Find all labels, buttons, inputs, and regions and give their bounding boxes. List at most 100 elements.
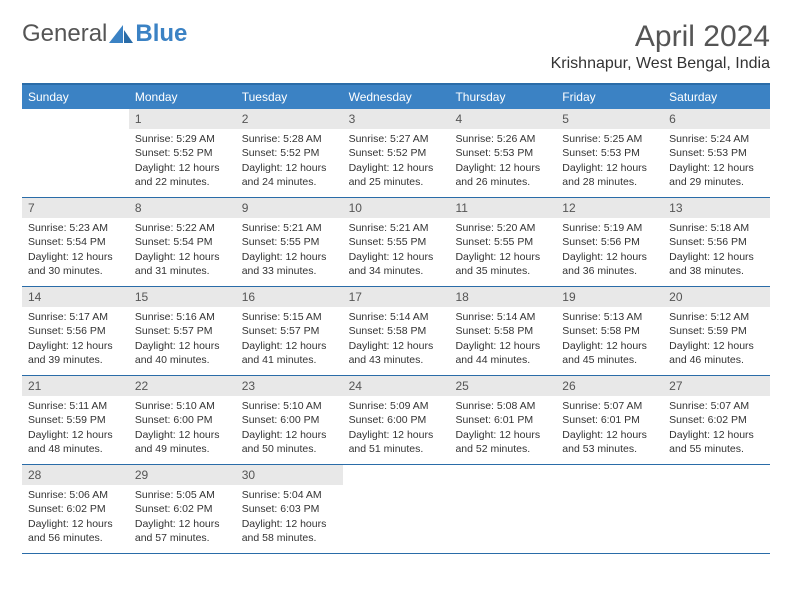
day-number: 7 — [22, 198, 129, 218]
sunset-text: Sunset: 5:56 PM — [562, 235, 657, 249]
day-body: Sunrise: 5:04 AMSunset: 6:03 PMDaylight:… — [236, 485, 343, 551]
day-body: Sunrise: 5:10 AMSunset: 6:00 PMDaylight:… — [129, 396, 236, 462]
day-body: Sunrise: 5:25 AMSunset: 5:53 PMDaylight:… — [556, 129, 663, 195]
daylight-text: Daylight: 12 hours and 29 minutes. — [669, 161, 764, 189]
sunset-text: Sunset: 5:54 PM — [28, 235, 123, 249]
calendar-cell: 14Sunrise: 5:17 AMSunset: 5:56 PMDayligh… — [22, 287, 129, 375]
sunrise-text: Sunrise: 5:29 AM — [135, 132, 230, 146]
sunrise-text: Sunrise: 5:18 AM — [669, 221, 764, 235]
sunrise-text: Sunrise: 5:10 AM — [242, 399, 337, 413]
sunset-text: Sunset: 6:01 PM — [455, 413, 550, 427]
day-body: Sunrise: 5:18 AMSunset: 5:56 PMDaylight:… — [663, 218, 770, 284]
daylight-text: Daylight: 12 hours and 22 minutes. — [135, 161, 230, 189]
location-text: Krishnapur, West Bengal, India — [551, 55, 770, 73]
calendar-cell — [449, 465, 556, 553]
daylight-text: Daylight: 12 hours and 30 minutes. — [28, 250, 123, 278]
daylight-text: Daylight: 12 hours and 53 minutes. — [562, 428, 657, 456]
sunrise-text: Sunrise: 5:28 AM — [242, 132, 337, 146]
sunset-text: Sunset: 5:58 PM — [349, 324, 444, 338]
day-number: 25 — [449, 376, 556, 396]
calendar-cell: 1Sunrise: 5:29 AMSunset: 5:52 PMDaylight… — [129, 109, 236, 197]
sunset-text: Sunset: 5:53 PM — [669, 146, 764, 160]
calendar-cell: 27Sunrise: 5:07 AMSunset: 6:02 PMDayligh… — [663, 376, 770, 464]
day-body: Sunrise: 5:05 AMSunset: 6:02 PMDaylight:… — [129, 485, 236, 551]
day-body: Sunrise: 5:24 AMSunset: 5:53 PMDaylight:… — [663, 129, 770, 195]
daylight-text: Daylight: 12 hours and 39 minutes. — [28, 339, 123, 367]
logo: General Blue — [22, 20, 187, 48]
sunset-text: Sunset: 5:53 PM — [455, 146, 550, 160]
day-number: 19 — [556, 287, 663, 307]
calendar-cell: 5Sunrise: 5:25 AMSunset: 5:53 PMDaylight… — [556, 109, 663, 197]
day-body: Sunrise: 5:28 AMSunset: 5:52 PMDaylight:… — [236, 129, 343, 195]
daylight-text: Daylight: 12 hours and 50 minutes. — [242, 428, 337, 456]
week-row: 21Sunrise: 5:11 AMSunset: 5:59 PMDayligh… — [22, 376, 770, 465]
week-row: 14Sunrise: 5:17 AMSunset: 5:56 PMDayligh… — [22, 287, 770, 376]
day-number: 16 — [236, 287, 343, 307]
sunset-text: Sunset: 5:57 PM — [242, 324, 337, 338]
day-header: Sunday — [22, 85, 129, 109]
sunrise-text: Sunrise: 5:23 AM — [28, 221, 123, 235]
day-number: 20 — [663, 287, 770, 307]
sunset-text: Sunset: 6:02 PM — [28, 502, 123, 516]
sunrise-text: Sunrise: 5:14 AM — [349, 310, 444, 324]
sunset-text: Sunset: 6:03 PM — [242, 502, 337, 516]
sunrise-text: Sunrise: 5:27 AM — [349, 132, 444, 146]
sunrise-text: Sunrise: 5:12 AM — [669, 310, 764, 324]
day-header: Friday — [556, 85, 663, 109]
calendar-cell: 29Sunrise: 5:05 AMSunset: 6:02 PMDayligh… — [129, 465, 236, 553]
day-body: Sunrise: 5:12 AMSunset: 5:59 PMDaylight:… — [663, 307, 770, 373]
calendar-cell: 2Sunrise: 5:28 AMSunset: 5:52 PMDaylight… — [236, 109, 343, 197]
sunrise-text: Sunrise: 5:22 AM — [135, 221, 230, 235]
day-number: 2 — [236, 109, 343, 129]
daylight-text: Daylight: 12 hours and 45 minutes. — [562, 339, 657, 367]
day-number: 17 — [343, 287, 450, 307]
day-body: Sunrise: 5:07 AMSunset: 6:01 PMDaylight:… — [556, 396, 663, 462]
calendar-cell: 28Sunrise: 5:06 AMSunset: 6:02 PMDayligh… — [22, 465, 129, 553]
calendar-cell: 13Sunrise: 5:18 AMSunset: 5:56 PMDayligh… — [663, 198, 770, 286]
day-number: 10 — [343, 198, 450, 218]
calendar-cell: 20Sunrise: 5:12 AMSunset: 5:59 PMDayligh… — [663, 287, 770, 375]
day-body: Sunrise: 5:06 AMSunset: 6:02 PMDaylight:… — [22, 485, 129, 551]
calendar-cell: 9Sunrise: 5:21 AMSunset: 5:55 PMDaylight… — [236, 198, 343, 286]
day-number: 23 — [236, 376, 343, 396]
day-number: 24 — [343, 376, 450, 396]
sunrise-text: Sunrise: 5:10 AM — [135, 399, 230, 413]
daylight-text: Daylight: 12 hours and 31 minutes. — [135, 250, 230, 278]
sunset-text: Sunset: 5:52 PM — [242, 146, 337, 160]
day-body: Sunrise: 5:07 AMSunset: 6:02 PMDaylight:… — [663, 396, 770, 462]
day-body: Sunrise: 5:13 AMSunset: 5:58 PMDaylight:… — [556, 307, 663, 373]
sunset-text: Sunset: 5:56 PM — [28, 324, 123, 338]
logo-text-1: General — [22, 20, 107, 48]
sunset-text: Sunset: 6:00 PM — [135, 413, 230, 427]
sunset-text: Sunset: 5:58 PM — [562, 324, 657, 338]
weeks-container: 1Sunrise: 5:29 AMSunset: 5:52 PMDaylight… — [22, 109, 770, 554]
day-number: 4 — [449, 109, 556, 129]
sunset-text: Sunset: 5:52 PM — [135, 146, 230, 160]
calendar-cell: 3Sunrise: 5:27 AMSunset: 5:52 PMDaylight… — [343, 109, 450, 197]
week-row: 28Sunrise: 5:06 AMSunset: 6:02 PMDayligh… — [22, 465, 770, 554]
day-number: 11 — [449, 198, 556, 218]
day-number: 3 — [343, 109, 450, 129]
day-number: 5 — [556, 109, 663, 129]
sunrise-text: Sunrise: 5:25 AM — [562, 132, 657, 146]
day-body: Sunrise: 5:11 AMSunset: 5:59 PMDaylight:… — [22, 396, 129, 462]
calendar-cell: 18Sunrise: 5:14 AMSunset: 5:58 PMDayligh… — [449, 287, 556, 375]
sunrise-text: Sunrise: 5:11 AM — [28, 399, 123, 413]
header: General Blue April 2024 Krishnapur, West… — [22, 20, 770, 73]
daylight-text: Daylight: 12 hours and 25 minutes. — [349, 161, 444, 189]
daylight-text: Daylight: 12 hours and 58 minutes. — [242, 517, 337, 545]
sunrise-text: Sunrise: 5:13 AM — [562, 310, 657, 324]
sunset-text: Sunset: 6:02 PM — [135, 502, 230, 516]
day-number: 18 — [449, 287, 556, 307]
daylight-text: Daylight: 12 hours and 52 minutes. — [455, 428, 550, 456]
daylight-text: Daylight: 12 hours and 38 minutes. — [669, 250, 764, 278]
day-body: Sunrise: 5:10 AMSunset: 6:00 PMDaylight:… — [236, 396, 343, 462]
sunset-text: Sunset: 6:02 PM — [669, 413, 764, 427]
sunrise-text: Sunrise: 5:26 AM — [455, 132, 550, 146]
day-body: Sunrise: 5:27 AMSunset: 5:52 PMDaylight:… — [343, 129, 450, 195]
sunset-text: Sunset: 5:58 PM — [455, 324, 550, 338]
calendar-cell: 12Sunrise: 5:19 AMSunset: 5:56 PMDayligh… — [556, 198, 663, 286]
daylight-text: Daylight: 12 hours and 49 minutes. — [135, 428, 230, 456]
calendar-cell — [22, 109, 129, 197]
sunset-text: Sunset: 5:53 PM — [562, 146, 657, 160]
